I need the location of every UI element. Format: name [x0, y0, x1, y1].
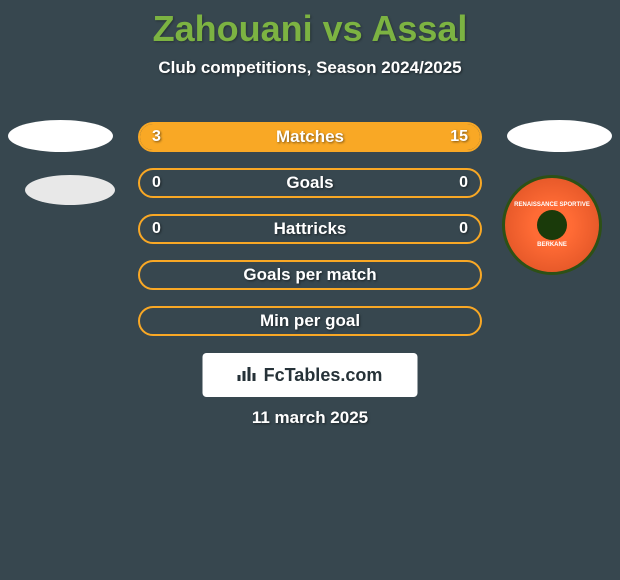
team-right-logo-2: RENAISSANCE SPORTIVE BERKANE	[502, 175, 602, 275]
logo-text-bottom: BERKANE	[537, 242, 567, 248]
stat-bar: 0Goals0	[138, 168, 482, 198]
stat-label: Hattricks	[140, 219, 480, 239]
date-text: 11 march 2025	[0, 408, 620, 428]
chart-icon	[238, 365, 258, 386]
stat-label: Min per goal	[140, 311, 480, 331]
stat-value-right: 0	[459, 174, 468, 192]
stat-label: Goals per match	[140, 265, 480, 285]
stat-label: Matches	[140, 127, 480, 147]
stat-bar: Goals per match	[138, 260, 482, 290]
footer-brand-text: FcTables.com	[264, 365, 383, 386]
stat-value-right: 0	[459, 220, 468, 238]
subtitle: Club competitions, Season 2024/2025	[0, 58, 620, 78]
stats-container: 3Matches150Goals00Hattricks0Goals per ma…	[138, 122, 482, 352]
stat-bar: Min per goal	[138, 306, 482, 336]
stat-value-right: 15	[450, 128, 468, 146]
stat-bar: 0Hattricks0	[138, 214, 482, 244]
team-left-logo-1	[8, 120, 113, 152]
logo-center-icon	[537, 210, 567, 240]
page-title: Zahouani vs Assal	[0, 0, 620, 50]
footer-brand: FcTables.com	[203, 353, 418, 397]
stat-label: Goals	[140, 173, 480, 193]
stat-bar: 3Matches15	[138, 122, 482, 152]
team-left-logo-2	[25, 175, 115, 205]
team-right-logo-1	[507, 120, 612, 152]
logo-text-top: RENAISSANCE SPORTIVE	[514, 202, 590, 208]
